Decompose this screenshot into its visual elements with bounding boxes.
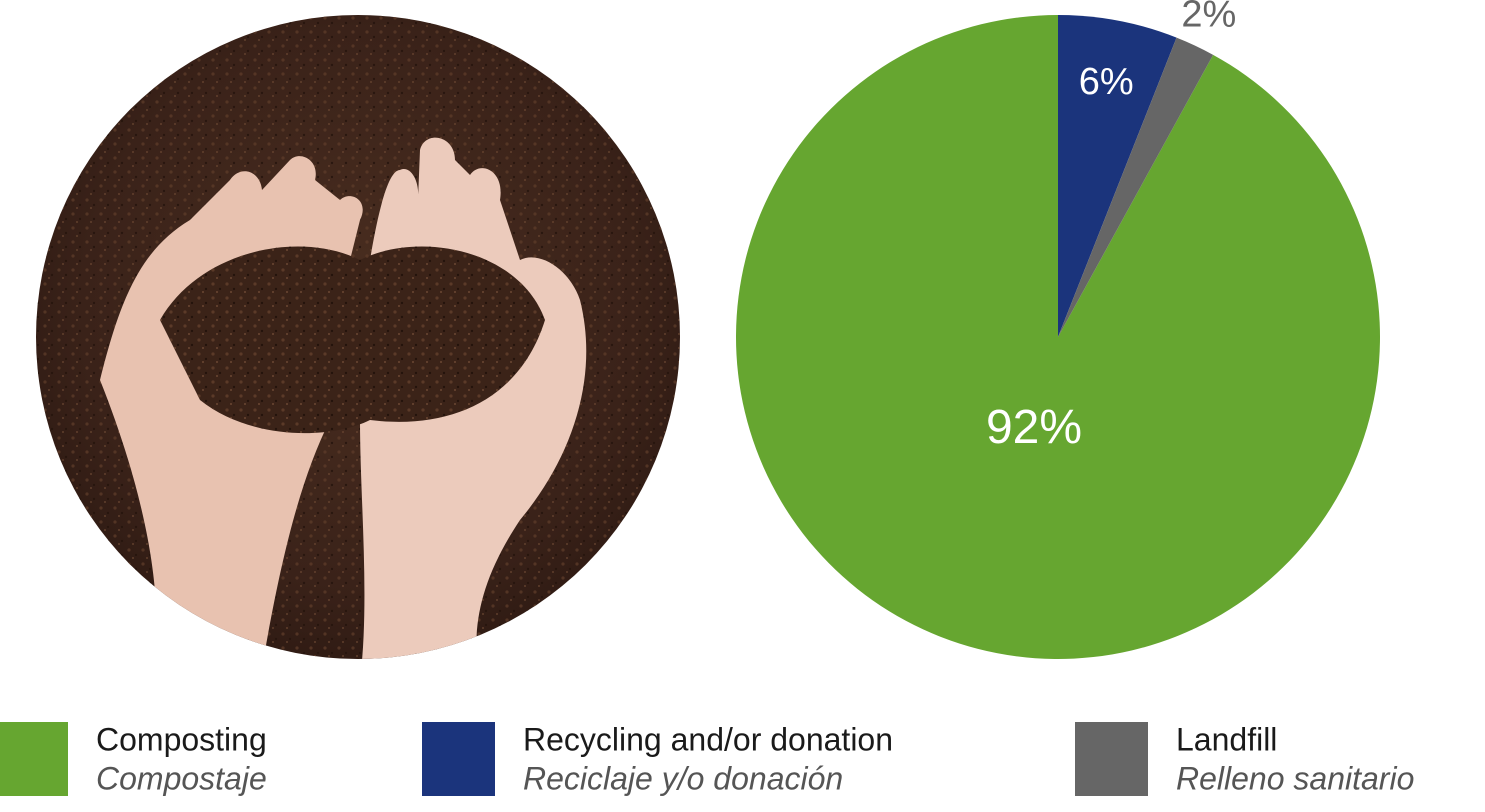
- legend-label-translated: Compostaje: [96, 760, 267, 796]
- photo: [36, 15, 680, 659]
- data-label: 92%: [986, 401, 1082, 454]
- legend-swatch: [1075, 722, 1148, 796]
- legend-swatch: [422, 722, 495, 796]
- legend-label: Composting: [96, 721, 267, 757]
- legend-label-translated: Reciclaje y/o donación: [523, 760, 843, 796]
- legend-label: Landfill: [1176, 721, 1277, 757]
- legend-label-translated: Relleno sanitario: [1176, 760, 1414, 796]
- pie: 92% 6% 2%: [736, 0, 1380, 659]
- legend-label: Recycling and/or donation: [523, 721, 893, 757]
- data-label: 2%: [1181, 0, 1236, 36]
- pie-slice: [1058, 37, 1214, 338]
- pie-slice: [1058, 15, 1177, 337]
- data-label: 6%: [1079, 61, 1134, 103]
- legend-swatch: [0, 722, 68, 796]
